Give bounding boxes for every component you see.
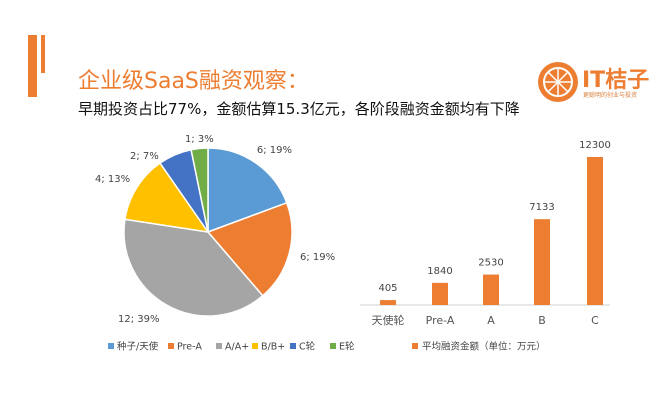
pie-slice — [123, 218, 264, 317]
bar — [587, 157, 603, 305]
legend-swatch — [330, 343, 336, 349]
legend-swatch — [216, 343, 222, 349]
pie-data-labels: 6; 19% 6; 19% 12; 39% 4; 13% 2; 7% 1; 3% — [95, 134, 335, 325]
pie-slice — [206, 201, 293, 297]
legend-label: C轮 — [299, 341, 316, 353]
pie-slice — [207, 147, 288, 234]
legend-label: 平均融资金额（单位：万元） — [422, 341, 546, 353]
pie-data-label: 1; 3% — [185, 134, 214, 145]
bar-tick-label: A — [487, 314, 495, 327]
page-title: 企业级SaaS融资观察： — [78, 69, 309, 94]
bar — [534, 219, 550, 305]
legend-swatch — [168, 343, 174, 349]
legend-swatch — [290, 343, 296, 349]
legend-label: 种子/天使 — [117, 341, 159, 353]
bar-data-label: 12300 — [579, 140, 611, 151]
legend-label: A/A+ — [225, 342, 249, 353]
bar-tick-label: Pre-A — [426, 314, 455, 327]
pie-data-label: 6; 19% — [300, 252, 335, 263]
pie-data-label: 4; 13% — [95, 174, 130, 185]
bar-data-label: 7133 — [529, 202, 554, 213]
legend-swatch — [412, 343, 418, 349]
itjuzi-logo: IT桔子 更聪明的创业与投资 — [538, 62, 650, 106]
bar — [380, 300, 396, 305]
bar-tick-label: C — [591, 314, 599, 327]
bar-data-labels: 405 1840 2530 7133 12300 — [378, 140, 610, 294]
pie-chart — [123, 147, 293, 317]
accent-bar-thin — [41, 35, 45, 73]
bar-data-label: 1840 — [427, 266, 452, 277]
bar-tick-labels: 天使轮 Pre-A A B C — [372, 313, 600, 327]
bar-data-label: 405 — [378, 283, 397, 294]
pie-legend: 种子/天使 Pre-A A/A+ B/B+ C轮 E轮 — [108, 341, 355, 353]
bar-legend: 平均融资金额（单位：万元） — [412, 341, 546, 353]
orange-slice-icon — [538, 62, 578, 102]
pie-data-label: 12; 39% — [118, 314, 160, 325]
page-subtitle: 早期投资占比77%，金额估算15.3亿元，各阶段融资金额均有下降 — [78, 100, 520, 118]
pie-data-label: 2; 7% — [130, 151, 159, 162]
pie-slice — [190, 147, 209, 233]
legend-swatch — [252, 343, 258, 349]
logo-text: IT桔子 — [582, 68, 650, 93]
legend-label: E轮 — [339, 341, 355, 353]
bar-tick-label: 天使轮 — [372, 313, 405, 327]
bar-tick-label: B — [538, 314, 546, 327]
accent-bar — [28, 35, 37, 97]
bar-data-label: 2530 — [478, 258, 503, 269]
logo-tagline: 更聪明的创业与投资 — [583, 92, 638, 99]
legend-label: B/B+ — [261, 342, 285, 353]
pie-data-label: 6; 19% — [257, 145, 292, 156]
legend-swatch — [108, 343, 114, 349]
bar — [432, 282, 448, 305]
bar — [483, 274, 499, 305]
legend-label: Pre-A — [177, 342, 202, 353]
bar-chart — [380, 157, 603, 305]
pie-slice — [124, 162, 210, 234]
